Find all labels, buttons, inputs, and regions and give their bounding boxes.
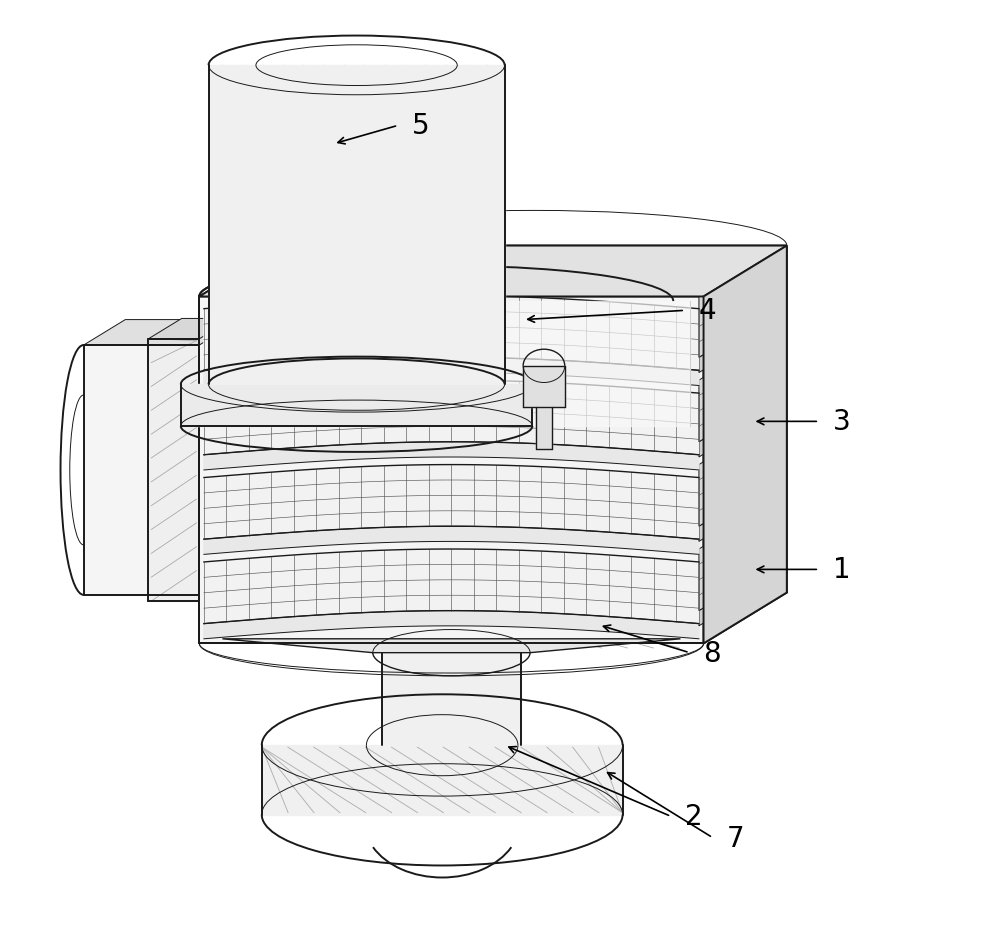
Polygon shape <box>204 442 699 470</box>
Polygon shape <box>209 66 505 385</box>
Polygon shape <box>181 385 532 426</box>
Text: 1: 1 <box>833 556 851 584</box>
Polygon shape <box>699 429 757 527</box>
Polygon shape <box>699 491 757 541</box>
Polygon shape <box>523 366 565 408</box>
Polygon shape <box>204 550 699 624</box>
Text: 4: 4 <box>699 297 717 325</box>
Polygon shape <box>699 514 757 611</box>
Polygon shape <box>213 302 690 426</box>
Polygon shape <box>222 639 680 653</box>
Polygon shape <box>204 297 699 371</box>
Polygon shape <box>699 323 757 374</box>
Text: 2: 2 <box>685 803 703 831</box>
Polygon shape <box>536 408 552 450</box>
Text: 3: 3 <box>833 408 851 436</box>
Polygon shape <box>199 247 787 298</box>
Polygon shape <box>84 320 241 346</box>
Polygon shape <box>204 465 699 540</box>
Polygon shape <box>204 381 699 455</box>
Polygon shape <box>699 260 757 358</box>
Polygon shape <box>199 247 787 298</box>
Polygon shape <box>699 345 757 442</box>
Polygon shape <box>199 298 704 643</box>
Polygon shape <box>262 745 623 815</box>
Polygon shape <box>699 576 757 626</box>
Polygon shape <box>382 653 521 745</box>
Text: 7: 7 <box>727 824 744 852</box>
Polygon shape <box>204 611 699 639</box>
Polygon shape <box>148 319 233 339</box>
Polygon shape <box>148 339 199 602</box>
Text: 5: 5 <box>412 112 430 140</box>
Polygon shape <box>699 407 757 458</box>
Polygon shape <box>204 527 699 554</box>
Text: 8: 8 <box>704 639 721 667</box>
Polygon shape <box>204 358 699 387</box>
Polygon shape <box>84 346 199 595</box>
Polygon shape <box>704 247 787 643</box>
Polygon shape <box>704 247 787 643</box>
